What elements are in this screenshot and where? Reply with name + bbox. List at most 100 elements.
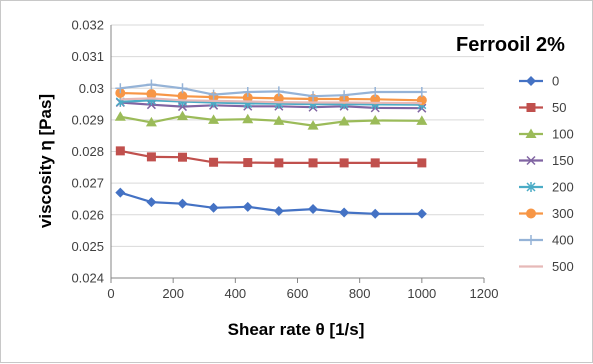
data-point-0 <box>146 197 157 208</box>
data-point-0 <box>416 208 427 219</box>
data-point-100 <box>273 115 285 125</box>
legend-label: 0 <box>552 74 559 89</box>
legend-label: 300 <box>552 206 574 221</box>
data-point-400 <box>308 91 319 102</box>
data-point-50 <box>417 158 427 168</box>
legend-marker <box>525 128 537 138</box>
data-point-0 <box>339 207 350 218</box>
data-point-50 <box>243 158 253 168</box>
series-50 <box>115 146 427 168</box>
series-line-500 <box>120 97 422 105</box>
legend-item-200: 200 <box>519 180 574 195</box>
legend-marker <box>526 182 536 192</box>
y-tick-label: 0.032 <box>71 18 104 33</box>
data-point-50 <box>209 157 219 167</box>
series-layer <box>114 79 428 219</box>
legend-item-150: 150 <box>519 153 574 168</box>
gridlines <box>111 24 484 279</box>
x-tick-label: 400 <box>224 286 246 301</box>
y-tick-label: 0.028 <box>71 144 104 159</box>
series-line-400 <box>120 83 422 98</box>
axes <box>110 25 485 283</box>
data-point-0 <box>273 205 284 216</box>
x-axis-title: Shear rate θ [1/s] <box>228 320 365 339</box>
y-tick-label: 0.024 <box>71 271 104 286</box>
data-point-50 <box>115 146 125 156</box>
legend-marker <box>526 208 536 219</box>
legend: 0 50 100 150 200 300 400 500 <box>519 74 574 274</box>
data-point-300 <box>273 93 284 104</box>
series-line-100 <box>120 114 422 127</box>
x-tick-labels: 0 200 400 600 800 1000 1200 <box>107 286 498 301</box>
data-point-0 <box>370 208 381 219</box>
x-tick-label: 1200 <box>470 286 499 301</box>
legend-label: 200 <box>552 180 574 195</box>
legend-label: 100 <box>552 127 574 142</box>
data-point-400 <box>370 87 381 98</box>
legend-marker <box>526 103 536 112</box>
data-point-100 <box>416 115 428 125</box>
y-tick-label: 0.031 <box>71 49 104 64</box>
data-point-400 <box>339 90 350 101</box>
data-point-0 <box>115 187 126 198</box>
legend-item-400: 400 <box>519 233 574 248</box>
data-point-0 <box>308 204 319 215</box>
data-point-400 <box>273 86 284 97</box>
data-point-50 <box>177 152 187 162</box>
data-point-100 <box>369 115 381 125</box>
legend-item-100: 100 <box>519 127 574 142</box>
chart-title: Ferrooil 2% <box>456 34 565 56</box>
data-point-50 <box>339 158 349 168</box>
legend-label: 500 <box>552 259 574 274</box>
legend-label: 150 <box>552 153 574 168</box>
y-tick-label: 0.027 <box>71 176 104 191</box>
data-point-100 <box>176 110 188 121</box>
legend-marker <box>526 76 536 86</box>
series-line-150 <box>120 101 422 110</box>
data-point-400 <box>177 83 188 94</box>
data-point-100 <box>242 113 254 124</box>
x-tick-label: 800 <box>349 286 371 301</box>
series-line-200 <box>120 99 422 106</box>
x-tick-label: 200 <box>162 286 184 301</box>
series-line-0 <box>119 191 422 215</box>
data-point-100 <box>114 111 126 121</box>
legend-item-500: 500 <box>519 259 574 274</box>
data-point-400 <box>242 87 253 98</box>
legend-label: 50 <box>552 100 566 115</box>
data-point-400 <box>146 79 157 90</box>
x-tick-label: 0 <box>107 286 114 301</box>
data-point-0 <box>177 198 188 209</box>
y-tick-label: 0.03 <box>79 81 104 96</box>
y-tick-label: 0.026 <box>71 207 104 222</box>
data-point-50 <box>274 158 284 168</box>
data-point-100 <box>307 120 319 130</box>
legend-marker <box>526 155 536 166</box>
data-point-0 <box>242 201 253 212</box>
legend-item-300: 300 <box>519 206 574 221</box>
y-tick-label: 0.025 <box>71 239 104 254</box>
x-tick-label: 1000 <box>407 286 436 301</box>
series-400 <box>115 79 427 102</box>
data-point-100 <box>338 115 350 126</box>
y-tick-labels: 0.024 0.025 0.026 0.027 0.028 0.029 0.03 0.031 0… <box>71 18 104 286</box>
series-0 <box>115 187 427 219</box>
data-point-50 <box>370 158 380 168</box>
data-point-100 <box>145 116 157 127</box>
legend-item-50: 50 <box>519 100 566 115</box>
series-line-50 <box>120 149 422 164</box>
series-100 <box>114 110 428 130</box>
data-point-50 <box>308 158 318 168</box>
data-point-0 <box>208 202 219 213</box>
legend-item-0: 0 <box>519 74 559 89</box>
data-point-50 <box>146 152 156 162</box>
legend-label: 400 <box>552 233 574 248</box>
data-point-400 <box>416 87 427 98</box>
data-point-300 <box>177 91 188 102</box>
series-500 <box>120 97 422 105</box>
y-tick-label: 0.029 <box>71 112 104 127</box>
data-point-400 <box>115 83 126 94</box>
data-point-400 <box>208 89 219 100</box>
x-tick-label: 600 <box>287 286 309 301</box>
